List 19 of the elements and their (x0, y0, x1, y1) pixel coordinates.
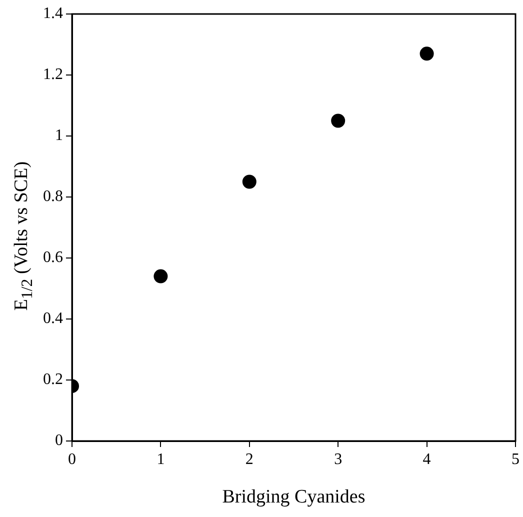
point (242, 174, 256, 189)
x-axis-title: Bridging Cyanides (222, 486, 366, 508)
x-tick-label: 3 (334, 450, 342, 468)
y-tick-label: 0.4 (43, 310, 63, 328)
x-tick-label: 2 (245, 450, 254, 468)
point (331, 114, 346, 128)
y-tick-label: 0.6 (43, 249, 63, 266)
y-tick-label: 0 (55, 432, 63, 450)
x-tick-label: 5 (512, 450, 520, 468)
x-tick-label: 0 (68, 450, 76, 468)
y-tick-label: 1.2 (43, 66, 63, 84)
y-tick-label: 1.4 (43, 5, 63, 22)
y-tick-label: 0.8 (43, 188, 63, 206)
y-tick-label: 0.2 (43, 371, 63, 388)
point (420, 46, 434, 61)
x-tick-label: 4 (422, 450, 431, 468)
x-tick-label: 1 (156, 450, 165, 468)
y-tick-label: 1 (55, 127, 63, 144)
point (154, 269, 168, 284)
